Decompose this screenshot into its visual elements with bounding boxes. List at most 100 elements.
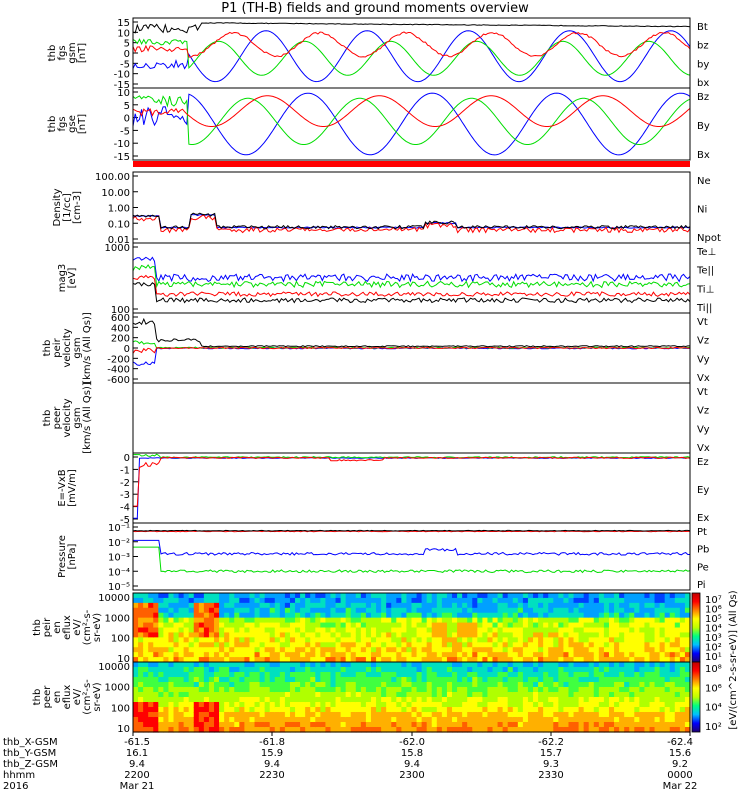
ylabel-peer_flux: eV/ — [72, 688, 83, 705]
spectrogram-cell — [467, 712, 473, 718]
spectrogram-cell — [411, 612, 418, 619]
spectrogram-cell — [193, 697, 200, 703]
spectrogram-cell — [614, 617, 620, 624]
spectrogram-cell — [477, 662, 483, 668]
spectrogram-cell — [543, 632, 549, 638]
spectrogram-cell — [608, 697, 615, 703]
spectrogram-cell — [446, 657, 453, 663]
spectrogram-cell — [533, 632, 539, 638]
spectrogram-cell — [578, 647, 585, 653]
spectrogram-cell — [533, 727, 539, 733]
ytick-label: 0 — [124, 453, 130, 464]
xaxis-tick-label: 9.4 — [404, 759, 420, 770]
spectrogram-cell — [406, 612, 413, 619]
spectrogram-cell — [674, 722, 681, 728]
spectrogram-cell — [355, 667, 362, 673]
spectrogram-cell — [259, 627, 266, 634]
spectrogram-cell — [143, 607, 149, 614]
spectrogram-cell — [477, 687, 483, 693]
spectrogram-cell — [446, 697, 453, 703]
spectrogram-cell — [573, 657, 580, 663]
spectrogram-cell — [578, 602, 585, 609]
spectrogram-cell — [583, 662, 590, 668]
spectrogram-cell — [178, 657, 185, 663]
ytick-label: 10 — [117, 654, 130, 665]
spectrogram-cell — [679, 657, 686, 663]
spectrogram-cell — [507, 692, 514, 698]
spectrogram-cell — [330, 717, 337, 723]
spectrogram-cell — [305, 687, 311, 693]
spectrogram-cell — [568, 662, 575, 668]
spectrogram-cell — [168, 687, 175, 693]
spectrogram-cell — [158, 692, 164, 698]
spectrogram-cell — [289, 717, 296, 723]
spectrogram-cell — [593, 702, 600, 708]
spectrogram-cell — [345, 677, 352, 683]
spectrogram-cell — [188, 707, 195, 713]
spectrogram-cell — [214, 627, 220, 634]
spectrogram-cell — [239, 667, 245, 673]
spectrogram-cell — [441, 677, 448, 683]
spectrogram-cell — [153, 622, 159, 629]
spectrogram-cell — [360, 682, 367, 688]
spectrogram-cell — [533, 657, 539, 663]
spectrogram-cell — [436, 637, 443, 643]
spectrogram-cell — [467, 707, 473, 713]
spectrogram-cell — [517, 692, 524, 698]
spectrogram-cell — [376, 727, 382, 733]
spectrogram-cell — [345, 727, 352, 733]
spectrogram-cell — [411, 717, 418, 723]
spectrogram-cell — [370, 687, 377, 693]
xaxis-tick-label: 9.4 — [129, 759, 145, 770]
spectrogram-cell — [664, 642, 671, 648]
spectrogram-cell — [659, 727, 666, 733]
spectrogram-cell — [624, 602, 630, 609]
spectrogram-cell — [598, 692, 605, 698]
spectrogram-cell — [629, 717, 635, 723]
spectrogram-cell — [436, 607, 443, 614]
spectrogram-cell — [588, 647, 595, 653]
colorbar-label: [eV/(cm^2-s-sr-eV)] (All Qs) — [728, 590, 739, 729]
spectrogram-cell — [573, 642, 580, 648]
spectrogram-cell — [335, 702, 342, 708]
spectrogram-cell — [512, 637, 519, 643]
spectrogram-cell — [543, 657, 549, 663]
spectrogram-cell — [148, 632, 154, 638]
spectrogram-cell — [441, 717, 448, 723]
spectrogram-cell — [583, 672, 590, 678]
spectrogram-cell — [234, 667, 240, 673]
spectrogram-cell — [522, 622, 529, 629]
spectrogram-cell — [254, 667, 261, 673]
spectrogram-cell — [639, 702, 646, 708]
spectrogram-cell — [522, 687, 529, 693]
spectrogram-cell — [659, 707, 666, 713]
spectrogram-cell — [416, 677, 423, 683]
spectrogram-cell — [644, 727, 651, 733]
spectrogram-cell — [593, 657, 600, 663]
spectrogram-cell — [391, 662, 397, 668]
spectrogram-cell — [229, 707, 235, 713]
spectrogram-cell — [457, 727, 463, 733]
series-Te-par — [132, 282, 691, 304]
spectrogram-cell — [401, 637, 408, 643]
spectrogram-cell — [289, 593, 296, 599]
spectrogram-cell — [543, 712, 549, 718]
spectrogram-cell — [624, 607, 630, 614]
spectrogram-cell — [305, 632, 311, 638]
spectrogram-cell — [274, 672, 281, 678]
spectrogram-cell — [619, 672, 625, 678]
spectrogram-cell — [674, 677, 681, 683]
spectrogram-cell — [279, 597, 286, 604]
spectrogram-cell — [421, 687, 428, 693]
spectrogram-cell — [563, 612, 570, 619]
spectrogram-cell — [370, 662, 377, 668]
spectrogram-cell — [203, 717, 210, 723]
spectrogram-cell — [563, 697, 570, 703]
spectrogram-cell — [538, 627, 544, 634]
spectrogram-cell — [603, 617, 610, 624]
spectrogram-cell — [497, 667, 504, 673]
spectrogram-cell — [553, 627, 559, 634]
spectrogram-cell — [355, 672, 362, 678]
spectrogram-cell — [193, 617, 200, 624]
spectrogram-cell — [183, 602, 190, 609]
